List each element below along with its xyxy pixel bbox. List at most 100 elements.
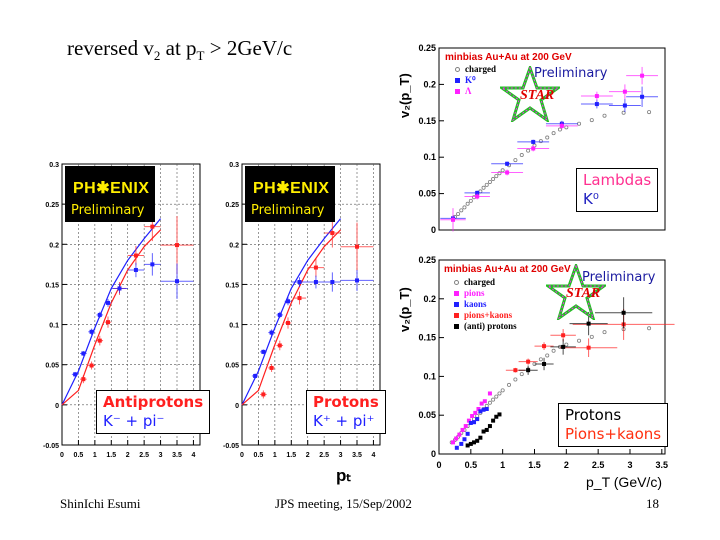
- legend-lambda: Λ: [455, 86, 496, 97]
- star-logo-top: STAR: [497, 63, 563, 124]
- data-point: [482, 399, 487, 404]
- data-point: [500, 168, 505, 173]
- data-point: [481, 429, 486, 434]
- data-point: [487, 400, 492, 405]
- data-point: [470, 413, 475, 418]
- series-k-pi-: [71, 253, 194, 377]
- x-tick-label: 2.5: [592, 460, 605, 470]
- data-point: [462, 205, 467, 210]
- data-point: [73, 372, 78, 377]
- data-point: [133, 253, 138, 258]
- data-point: [497, 412, 502, 417]
- data-point: [460, 427, 465, 432]
- data-point: [313, 265, 318, 270]
- legend-top: charged K⁰ Λ: [455, 64, 496, 97]
- data-point: [454, 445, 459, 450]
- data-point: [313, 280, 318, 285]
- y-tick-label: 0: [431, 449, 436, 459]
- series-kaons: [454, 406, 489, 450]
- y-tick-label: 0.3: [229, 162, 239, 169]
- data-point: [269, 365, 274, 370]
- x-tick-label: 1: [93, 452, 97, 459]
- data-point: [465, 201, 470, 206]
- data-point: [559, 123, 564, 128]
- model-curve: [241, 229, 342, 406]
- y-tick-label: 0.25: [45, 202, 59, 209]
- legend-anti-protons: (anti) protons: [454, 321, 517, 332]
- y-tick-label: -0.05: [43, 443, 59, 450]
- legend-label: charged: [464, 277, 495, 287]
- legend-charged: charged: [454, 277, 517, 288]
- x-tick-label: 4: [371, 452, 375, 459]
- legend-protons-star: Protons: [565, 406, 622, 424]
- data-point: [81, 351, 86, 356]
- y-tick-label: 0.1: [423, 371, 436, 381]
- data-point: [462, 437, 467, 442]
- data-point: [473, 410, 478, 415]
- x-tick-label: 1: [273, 452, 277, 459]
- data-point: [602, 113, 607, 118]
- data-point: [468, 198, 473, 203]
- phenix-logo-1: PH✱ENIX Preliminary: [65, 166, 155, 222]
- data-point: [106, 300, 110, 305]
- x-tick-label: 3: [627, 460, 632, 470]
- data-point: [513, 368, 518, 373]
- y-tick-label: 0.05: [45, 363, 59, 370]
- y-tick-label: 0.3: [49, 162, 59, 169]
- data-point: [468, 420, 473, 425]
- y-tick-label: 0.2: [423, 79, 436, 89]
- x-tick-label: 1.5: [106, 452, 116, 459]
- data-point: [468, 441, 473, 446]
- footer-meeting: JPS meeting, 15/Sep/2002: [275, 496, 412, 511]
- data-point: [561, 344, 566, 349]
- data-point: [269, 330, 274, 335]
- data-point: [505, 170, 510, 175]
- data-point: [472, 440, 477, 445]
- data-point: [463, 424, 468, 429]
- data-point: [551, 131, 556, 136]
- data-point: [97, 312, 102, 317]
- title-text: reversed v: [67, 36, 154, 60]
- data-point: [97, 338, 102, 343]
- star-preliminary-top: Preliminary: [534, 66, 608, 81]
- legend-pions-kaons-box: Pions+kaons: [565, 425, 662, 443]
- y-tick-label: 0.05: [418, 410, 436, 420]
- data-point: [497, 391, 502, 396]
- legend-label: pions+kaons: [464, 310, 513, 320]
- model-curve: [241, 218, 342, 406]
- data-point: [478, 409, 483, 414]
- data-point: [487, 391, 492, 396]
- legend-box-protons-star: Protons Pions+kaons: [558, 403, 669, 447]
- data-point: [89, 329, 94, 334]
- data-point: [491, 177, 496, 182]
- legend-charged: charged: [455, 64, 496, 75]
- data-point: [472, 420, 477, 425]
- data-point: [150, 262, 155, 267]
- y-tick-label: 0: [235, 403, 239, 410]
- y-tick-label: 0.25: [225, 202, 239, 209]
- x-tick-label: 2: [306, 452, 310, 459]
- star-logo-text: STAR: [566, 286, 601, 301]
- data-point: [286, 320, 290, 325]
- y-tick-label: 0.15: [225, 282, 239, 289]
- star-meta-bottom: minbias Au+Au at 200 GeV: [444, 264, 571, 275]
- legend-protons: Protons: [313, 393, 379, 411]
- data-point: [484, 182, 489, 187]
- title-subscript-t: T: [196, 48, 205, 64]
- y-axis-label-top: v₂(p_T): [397, 73, 412, 118]
- data-point: [481, 407, 486, 412]
- data-point: [589, 118, 594, 123]
- legend-label: Λ: [465, 86, 472, 96]
- data-point: [507, 382, 512, 387]
- x-tick-label: 3.5: [352, 452, 362, 459]
- series-antiprotons: [80, 212, 194, 384]
- data-point: [491, 397, 496, 402]
- y-tick-label: 0.25: [418, 43, 436, 53]
- x-tick-label: 0: [240, 452, 244, 459]
- x-tick-label: 3.5: [656, 460, 669, 470]
- series-charged: [452, 110, 652, 219]
- data-point: [586, 345, 591, 350]
- y-tick-label: 0.1: [49, 323, 59, 330]
- legend-k0-box: K⁰: [583, 190, 599, 208]
- data-point: [466, 418, 471, 423]
